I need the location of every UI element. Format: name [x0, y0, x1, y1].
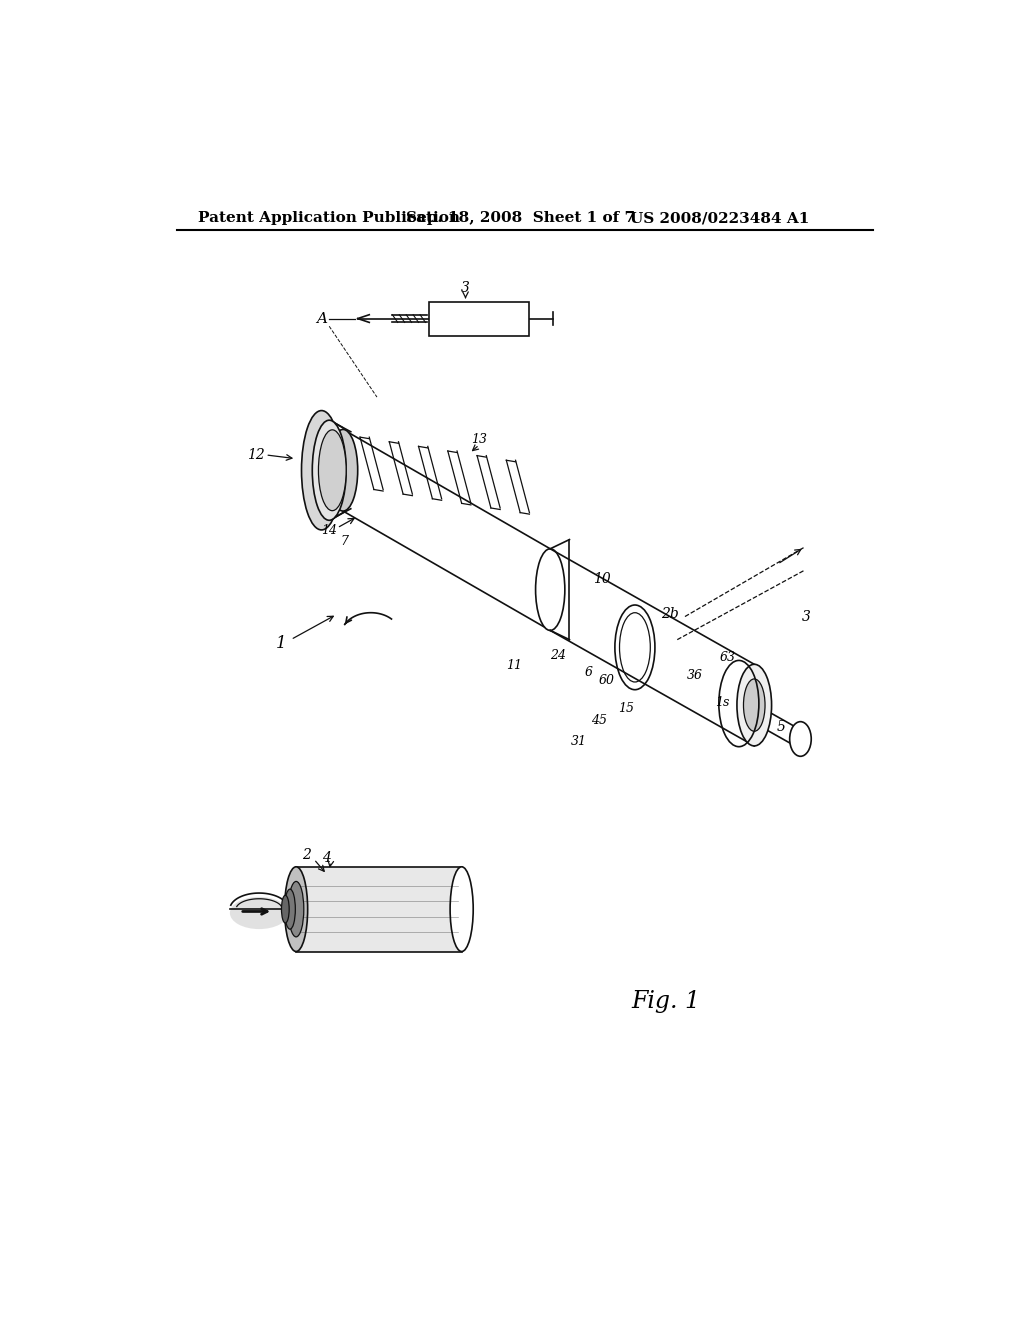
Ellipse shape — [451, 867, 473, 952]
Text: 4: 4 — [323, 850, 332, 865]
Text: Fig. 1: Fig. 1 — [631, 990, 700, 1012]
Text: 3: 3 — [461, 281, 470, 296]
Ellipse shape — [536, 549, 565, 631]
Text: 15: 15 — [617, 702, 634, 715]
Ellipse shape — [312, 420, 346, 520]
Text: US 2008/0223484 A1: US 2008/0223484 A1 — [630, 211, 809, 226]
Ellipse shape — [737, 664, 772, 746]
Text: 2: 2 — [302, 849, 310, 862]
Ellipse shape — [318, 430, 346, 511]
Text: 2b: 2b — [660, 607, 679, 622]
Text: 14: 14 — [322, 524, 337, 537]
Text: 10: 10 — [593, 572, 610, 586]
Text: 36: 36 — [687, 669, 702, 682]
Ellipse shape — [285, 890, 295, 929]
Text: 1: 1 — [275, 635, 286, 652]
Text: 24: 24 — [550, 648, 566, 661]
Text: Patent Application Publication: Patent Application Publication — [199, 211, 461, 226]
Text: Sep. 18, 2008  Sheet 1 of 7: Sep. 18, 2008 Sheet 1 of 7 — [407, 211, 635, 226]
Ellipse shape — [285, 867, 307, 952]
Text: 5: 5 — [777, 719, 785, 734]
Text: 60: 60 — [598, 675, 614, 686]
Ellipse shape — [230, 896, 289, 929]
Text: 63: 63 — [719, 651, 735, 664]
Text: 7: 7 — [341, 536, 348, 548]
Text: A: A — [316, 312, 327, 326]
Text: 45: 45 — [591, 714, 606, 727]
Ellipse shape — [289, 882, 304, 937]
Text: 11: 11 — [506, 659, 522, 672]
Text: 6: 6 — [585, 667, 593, 680]
Bar — [429, 302, 529, 335]
Text: 12: 12 — [247, 447, 265, 462]
Ellipse shape — [790, 722, 811, 756]
Bar — [296, 867, 462, 952]
Text: 31: 31 — [570, 735, 587, 748]
Text: 3: 3 — [802, 610, 811, 623]
Ellipse shape — [282, 895, 289, 923]
Text: 13: 13 — [471, 433, 487, 446]
Ellipse shape — [329, 429, 357, 511]
Text: 1s: 1s — [715, 696, 729, 709]
Ellipse shape — [301, 411, 342, 529]
Ellipse shape — [743, 678, 765, 731]
